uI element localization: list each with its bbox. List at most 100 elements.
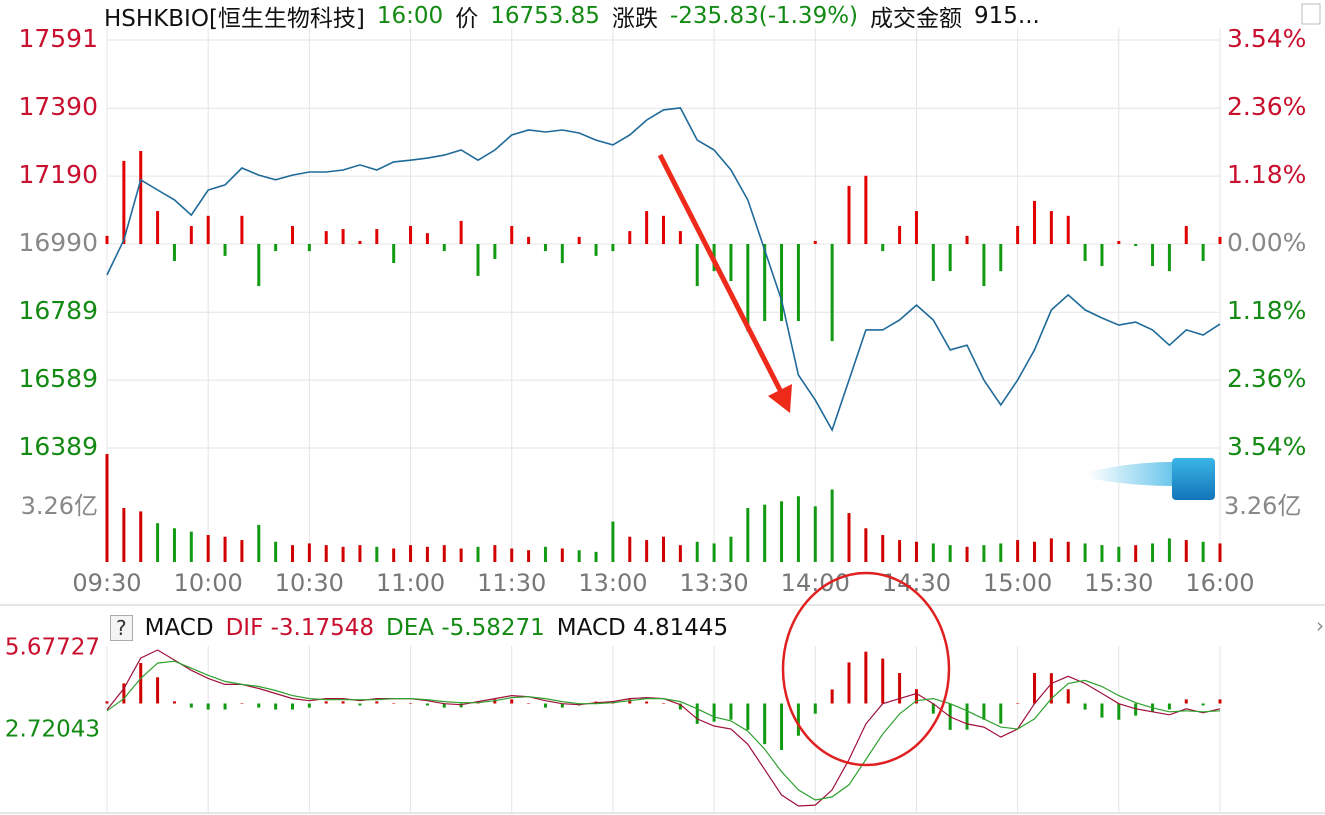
volume-bar xyxy=(1083,543,1087,562)
x-tick-label: 15:30 xyxy=(1084,569,1153,597)
y-tick-label: 16589 xyxy=(18,364,98,393)
volume-bar xyxy=(274,541,278,562)
expand-arrow[interactable]: › xyxy=(1316,614,1324,638)
macd-bar xyxy=(291,703,294,710)
annotation-arrow-head xyxy=(768,384,792,413)
volume-bar xyxy=(813,506,817,562)
breadth-bar xyxy=(982,244,986,287)
y-tick-label: 17591 xyxy=(18,24,98,53)
volume-bar xyxy=(695,541,699,562)
volume-bar xyxy=(898,540,902,562)
volume-bar xyxy=(746,508,750,562)
macd-bar xyxy=(543,703,547,708)
y-tick-label: 16990 xyxy=(18,228,98,257)
macd-bar xyxy=(307,703,311,708)
breadth-bar xyxy=(257,244,261,287)
breadth-bar xyxy=(1167,244,1171,272)
annotation-circle xyxy=(781,571,951,767)
volume-bar xyxy=(712,543,716,562)
breadth-bar xyxy=(527,236,531,244)
y-tick-label: 2.72043 xyxy=(5,717,100,743)
y-tick-label: 17190 xyxy=(18,160,98,189)
macd-bar xyxy=(830,689,834,704)
breadth-bar xyxy=(223,244,227,256)
amount-label: 成交金额 xyxy=(870,6,963,32)
macd-name: MACD xyxy=(556,615,626,641)
volume-bar xyxy=(594,551,598,562)
macd-bar xyxy=(1134,703,1138,716)
macd-bar xyxy=(1184,699,1188,704)
y2-tick-label: 3.54% xyxy=(1227,24,1306,53)
x-tick-label: 13:30 xyxy=(680,569,749,597)
volume-bar xyxy=(375,546,379,562)
volume-bar xyxy=(307,543,311,562)
macd-bar xyxy=(1083,703,1087,710)
macd-label: MACD 4.81445 xyxy=(557,615,728,641)
volume-bar xyxy=(493,545,497,562)
volume-bar xyxy=(796,496,800,562)
y2-tick-label: 2.36% xyxy=(1227,92,1306,121)
volume-bar xyxy=(662,536,665,562)
dea-value: -5.58271 xyxy=(441,615,545,641)
macd-value: 4.81445 xyxy=(633,615,729,641)
volume-bar xyxy=(729,536,733,562)
x-tick-label: 16:00 xyxy=(1185,569,1254,597)
breadth-bar xyxy=(830,244,834,342)
macd-bar xyxy=(122,683,126,704)
macd-bar xyxy=(206,703,210,710)
volume-bar xyxy=(189,531,193,562)
breadth-bar xyxy=(1100,244,1104,267)
price: 16753.85 xyxy=(490,3,600,29)
x-tick-label: 11:00 xyxy=(376,569,445,597)
macd-bar xyxy=(459,703,463,708)
volume-bar xyxy=(982,545,986,562)
help-button[interactable]: ? xyxy=(110,615,133,641)
breadth-bar xyxy=(172,244,176,261)
volume-bar xyxy=(830,489,834,562)
annotation-arrow xyxy=(657,153,784,394)
volume-bar xyxy=(139,511,143,562)
breadth-bar xyxy=(156,211,160,244)
breadth-bar xyxy=(1117,240,1121,244)
y-tick-label: 5.67727 xyxy=(5,635,100,661)
volume-bar xyxy=(763,504,767,562)
volume-bar xyxy=(560,548,564,562)
volume-bar xyxy=(358,545,362,562)
breadth-bar xyxy=(796,244,800,322)
macd-bar xyxy=(864,651,868,704)
x-tick-label: 15:00 xyxy=(983,569,1052,597)
breadth-bar xyxy=(274,244,278,252)
volume-bar xyxy=(1117,546,1121,562)
breadth-bar xyxy=(493,244,497,259)
corner-icon[interactable] xyxy=(1301,3,1321,25)
macd-bar xyxy=(999,703,1003,724)
breadth-bar xyxy=(729,244,733,281)
macd-bar xyxy=(763,703,767,745)
macd-bar xyxy=(560,703,564,708)
volume-bar xyxy=(577,550,581,562)
volume-bar xyxy=(965,546,969,562)
y-tick-label: 3.26亿 xyxy=(21,492,98,520)
x-tick-label: 09:30 xyxy=(72,569,141,597)
breadth-bar xyxy=(341,229,345,244)
macd-bar xyxy=(1016,703,1020,704)
macd-bar xyxy=(375,701,379,704)
macd-bar xyxy=(1049,673,1053,704)
breadth-bar xyxy=(291,226,294,244)
volume-bar xyxy=(459,548,463,562)
y2-tick-label: 2.36% xyxy=(1227,364,1306,393)
macd-bar xyxy=(645,701,649,704)
volume-bar xyxy=(122,508,126,562)
macd-bar xyxy=(409,703,413,704)
volume-bar xyxy=(999,543,1003,562)
volume-bar xyxy=(914,541,918,562)
volume-bar xyxy=(510,548,514,562)
macd-bar xyxy=(881,658,885,704)
macd-bar xyxy=(324,701,328,704)
breadth-bar xyxy=(763,244,767,322)
y2-tick-label: 3.54% xyxy=(1227,432,1306,461)
volume-bar xyxy=(527,550,531,562)
y-tick-label: 16789 xyxy=(18,296,98,325)
macd-bar xyxy=(965,703,969,730)
macd-bar xyxy=(780,703,784,751)
